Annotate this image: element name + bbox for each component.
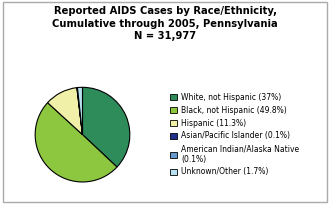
Wedge shape <box>77 88 82 135</box>
Wedge shape <box>35 103 117 182</box>
Wedge shape <box>48 88 82 135</box>
Wedge shape <box>78 87 82 135</box>
Text: Reported AIDS Cases by Race/Ethnicity,
Cumulative through 2005, Pennsylvania
N =: Reported AIDS Cases by Race/Ethnicity, C… <box>52 6 278 41</box>
Wedge shape <box>82 87 130 167</box>
Wedge shape <box>77 88 82 135</box>
Legend: White, not Hispanic (37%), Black, not Hispanic (49.8%), Hispanic (11.3%), Asian/: White, not Hispanic (37%), Black, not Hi… <box>169 91 301 178</box>
